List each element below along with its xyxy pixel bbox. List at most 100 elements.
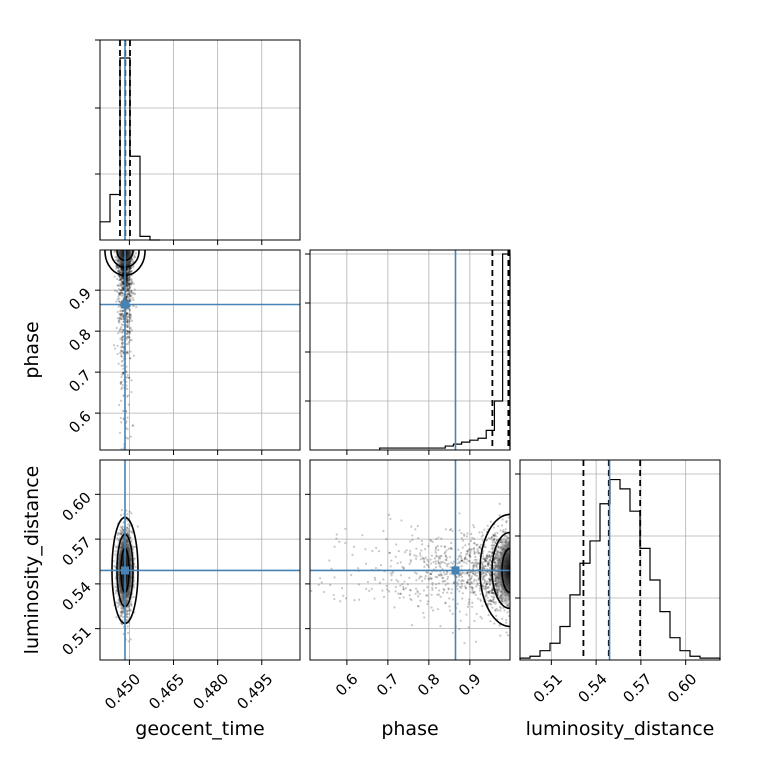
sample-point bbox=[121, 359, 125, 362]
sample-point bbox=[118, 270, 121, 274]
sample-point bbox=[388, 551, 391, 555]
sample-point bbox=[130, 379, 133, 382]
sample-point bbox=[125, 293, 128, 296]
sample-point bbox=[122, 346, 125, 349]
truth-marker bbox=[121, 566, 129, 575]
sample-point bbox=[501, 518, 504, 521]
sample-point bbox=[120, 336, 123, 340]
sample-point bbox=[487, 571, 491, 574]
sample-point bbox=[127, 285, 130, 288]
sample-point bbox=[119, 346, 122, 349]
sample-point bbox=[120, 421, 123, 424]
sample-point bbox=[489, 556, 493, 559]
sample-point bbox=[130, 290, 133, 293]
sample-point bbox=[129, 326, 132, 330]
sample-point bbox=[390, 559, 393, 562]
sample-point bbox=[128, 304, 131, 307]
sample-point bbox=[128, 276, 131, 279]
sample-point bbox=[126, 270, 130, 274]
sample-point bbox=[444, 573, 447, 576]
sample-point bbox=[461, 572, 464, 575]
sample-point bbox=[430, 554, 434, 557]
sample-point bbox=[471, 588, 474, 591]
sample-point bbox=[364, 548, 367, 551]
sample-point bbox=[474, 640, 478, 643]
sample-point bbox=[394, 590, 397, 593]
sample-point bbox=[125, 338, 128, 341]
sample-point bbox=[475, 558, 478, 561]
sample-point bbox=[122, 481, 124, 483]
sample-point bbox=[125, 298, 128, 301]
sample-point bbox=[487, 564, 490, 568]
sample-point bbox=[125, 287, 129, 291]
sample-point bbox=[489, 550, 492, 553]
sample-point bbox=[427, 565, 430, 569]
sample-point bbox=[486, 591, 489, 594]
x-tick-label: 0.6 bbox=[332, 670, 362, 700]
sample-point bbox=[482, 571, 485, 575]
sample-point bbox=[118, 312, 121, 316]
sample-point bbox=[389, 565, 392, 568]
y-tick-label: 0.9 bbox=[65, 284, 95, 314]
sample-point bbox=[481, 584, 484, 587]
sample-point bbox=[396, 562, 399, 565]
sample-point bbox=[319, 577, 322, 580]
y-tick-label: 0.51 bbox=[58, 623, 94, 659]
sample-point bbox=[445, 572, 448, 575]
sample-point bbox=[489, 599, 492, 602]
sample-point bbox=[344, 541, 347, 545]
sample-point bbox=[485, 583, 488, 586]
sample-point bbox=[483, 581, 486, 584]
sample-point bbox=[429, 576, 432, 580]
sample-point bbox=[472, 546, 476, 550]
sample-point bbox=[340, 587, 344, 590]
sample-point bbox=[483, 558, 486, 561]
sample-point bbox=[126, 277, 129, 280]
sample-point bbox=[441, 591, 445, 594]
sample-point bbox=[488, 559, 491, 562]
sample-point bbox=[430, 577, 433, 580]
sample-point bbox=[119, 514, 123, 517]
sample-point bbox=[460, 565, 463, 568]
sample-point bbox=[447, 587, 450, 590]
sample-point bbox=[342, 594, 345, 597]
sample-point bbox=[119, 382, 122, 385]
sample-point bbox=[120, 508, 123, 512]
sample-point bbox=[128, 300, 131, 303]
sample-point bbox=[117, 362, 120, 365]
sample-point bbox=[483, 587, 486, 590]
sample-point bbox=[121, 267, 125, 271]
sample-point bbox=[420, 539, 424, 543]
sample-point bbox=[118, 318, 121, 321]
sample-point bbox=[484, 588, 487, 591]
sample-point bbox=[390, 578, 393, 582]
sample-point bbox=[459, 573, 463, 576]
sample-point bbox=[466, 581, 469, 584]
sample-point bbox=[121, 282, 124, 285]
sample-point bbox=[127, 268, 131, 271]
sample-point bbox=[121, 339, 124, 342]
sample-point bbox=[473, 550, 476, 553]
sample-point bbox=[418, 577, 421, 580]
sample-point bbox=[488, 562, 491, 565]
sample-point bbox=[445, 556, 448, 559]
sample-point bbox=[134, 545, 137, 549]
sample-point bbox=[476, 562, 479, 565]
sample-point bbox=[465, 535, 469, 538]
sample-point bbox=[444, 602, 447, 605]
sample-point bbox=[477, 552, 481, 555]
sample-point bbox=[126, 351, 129, 354]
sample-point bbox=[132, 424, 135, 427]
sample-point bbox=[116, 284, 119, 287]
sample-point bbox=[122, 281, 125, 284]
sample-point bbox=[464, 555, 467, 558]
sample-point bbox=[494, 602, 497, 605]
sample-point bbox=[485, 538, 489, 541]
sample-point bbox=[440, 545, 443, 548]
sample-point bbox=[466, 550, 469, 553]
sample-point bbox=[122, 270, 125, 273]
sample-point bbox=[448, 605, 451, 608]
sample-point bbox=[478, 587, 481, 590]
sample-point bbox=[474, 561, 477, 564]
sample-point bbox=[448, 555, 451, 559]
